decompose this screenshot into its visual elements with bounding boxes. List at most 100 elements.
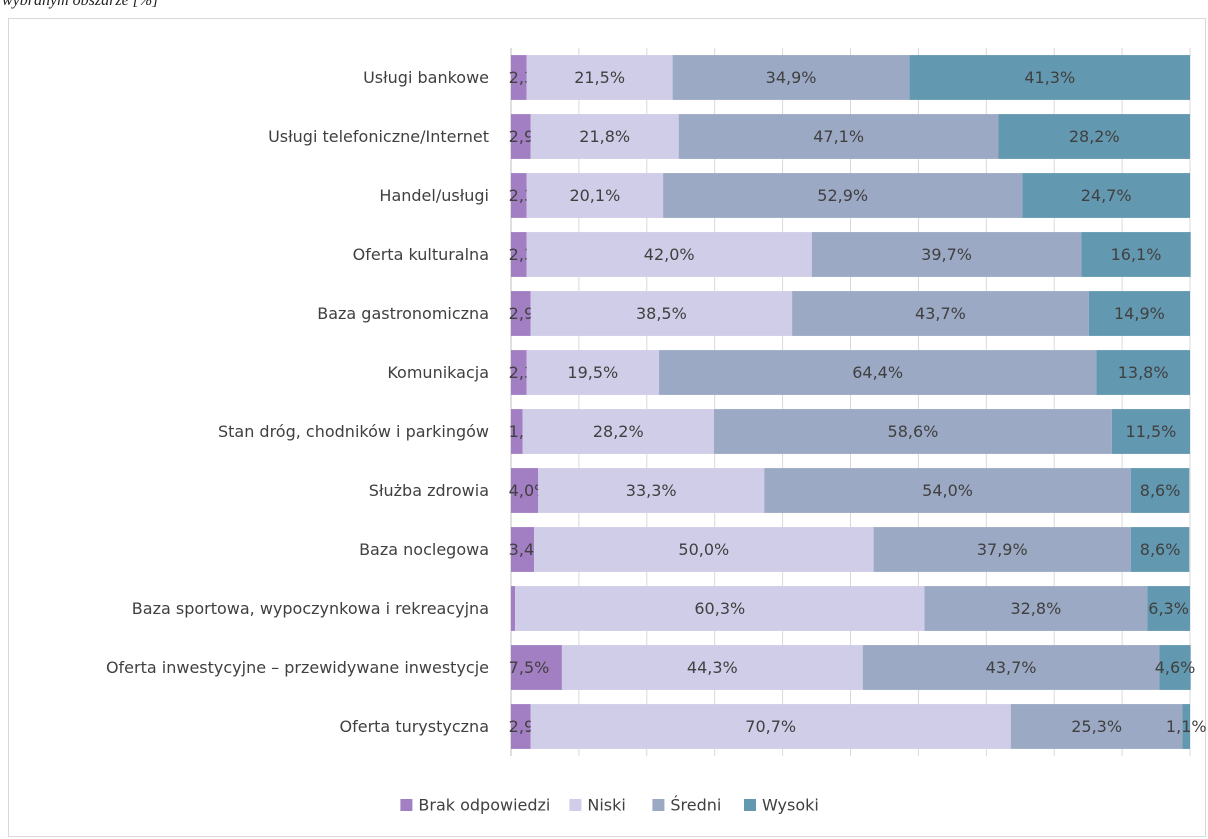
data-label: 60,3%	[694, 599, 745, 618]
bar-segment-1	[538, 468, 765, 513]
data-label: 21,8%	[579, 127, 630, 146]
data-label: 43,7%	[986, 658, 1037, 677]
bar-segment-3	[998, 114, 1190, 159]
bar-segment-1	[526, 232, 812, 277]
bar-segment-0	[511, 468, 539, 513]
bar-segment-3	[1096, 350, 1190, 395]
category-label: Usługi bankowe	[363, 68, 489, 87]
bar-segment-0	[511, 350, 527, 395]
data-label: 11,5%	[1126, 422, 1177, 441]
data-label: 39,7%	[921, 245, 972, 264]
bar-segment-3	[1081, 232, 1191, 277]
data-label: 33,3%	[626, 481, 677, 500]
data-label: 43,7%	[915, 304, 966, 323]
bar-segment-2	[792, 291, 1089, 336]
bar-segment-0	[511, 409, 523, 454]
data-label: 70,7%	[745, 717, 796, 736]
bar-segment-1	[526, 173, 664, 218]
bar-segment-3	[909, 55, 1190, 100]
legend-swatch-2	[652, 799, 665, 811]
data-label: 41,3%	[1024, 68, 1075, 87]
data-label: 34,9%	[766, 68, 817, 87]
bar-segment-3	[1182, 704, 1190, 749]
data-label: 7,5%	[509, 658, 550, 677]
chart-caption: wybranym obszarze [%]	[2, 0, 159, 9]
data-label: 28,2%	[1069, 127, 1120, 146]
category-label: Służba zdrowia	[369, 481, 489, 500]
bar-segment-1	[530, 291, 793, 336]
legend-swatch-3	[744, 799, 756, 811]
bar-segment-2	[873, 527, 1131, 572]
data-label: 25,3%	[1071, 717, 1122, 736]
bar-segment-0	[511, 704, 531, 749]
bar-segment-2	[862, 645, 1160, 690]
data-label: 24,7%	[1081, 186, 1132, 205]
bar-segment-2	[1010, 704, 1183, 749]
bar-segment-2	[663, 173, 1023, 218]
category-label: Handel/usługi	[379, 186, 489, 205]
data-label: 8,6%	[1140, 540, 1181, 559]
data-label: 50,0%	[678, 540, 729, 559]
bar-segment-1	[515, 586, 925, 631]
bar-segment-0	[511, 55, 527, 100]
bar-segment-3	[1159, 645, 1191, 690]
bar-segment-0	[511, 527, 535, 572]
legend-swatch-1	[569, 799, 582, 811]
data-label: 37,9%	[977, 540, 1028, 559]
category-label: Oferta kulturalna	[353, 245, 489, 264]
data-label: 4,6%	[1155, 658, 1196, 677]
category-label: Komunikacja	[387, 363, 489, 382]
data-label: 52,9%	[817, 186, 868, 205]
data-label: 32,8%	[1010, 599, 1061, 618]
data-label: 1,1%	[1166, 717, 1207, 736]
bar-segment-1	[526, 55, 673, 100]
category-label: Baza sportowa, wypoczynkowa i rekreacyjn…	[132, 599, 489, 618]
data-label: 54,0%	[922, 481, 973, 500]
bar-segment-2	[764, 468, 1131, 513]
bar-segment-3	[1111, 409, 1190, 454]
bar-segment-3	[1088, 291, 1190, 336]
bar-segment-2	[924, 586, 1148, 631]
bar-segment-1	[534, 527, 874, 572]
bar-segment-1	[530, 704, 1011, 749]
data-label: 44,3%	[687, 658, 738, 677]
legend-label-1: Niski	[587, 796, 625, 815]
bar-segment-3	[1022, 173, 1190, 218]
bar-segment-0	[511, 173, 527, 218]
bar-segment-1	[526, 350, 660, 395]
legend-label-2: Średni	[670, 796, 721, 815]
bar-segment-1	[561, 645, 863, 690]
category-label: Oferta turystyczna	[340, 717, 490, 736]
bar-segment-0	[511, 232, 527, 277]
data-label: 64,4%	[852, 363, 903, 382]
data-label: 20,1%	[569, 186, 620, 205]
bar-segment-2	[672, 55, 910, 100]
data-label: 42,0%	[644, 245, 695, 264]
category-label: Usługi telefoniczne/Internet	[268, 127, 489, 146]
data-label: 38,5%	[636, 304, 687, 323]
category-label: Baza gastronomiczna	[317, 304, 489, 323]
legend-label-3: Wysoki	[762, 796, 819, 815]
bar-segment-2	[714, 409, 1112, 454]
category-label: Stan dróg, chodników i parkingów	[218, 422, 489, 441]
data-label: 13,8%	[1118, 363, 1169, 382]
bar-segment-3	[1130, 527, 1190, 572]
data-label: 6,3%	[1148, 599, 1189, 618]
bar-segment-0	[511, 291, 531, 336]
data-label: 16,1%	[1111, 245, 1162, 264]
data-label: 8,6%	[1140, 481, 1181, 500]
data-label: 19,5%	[567, 363, 618, 382]
bar-segment-0	[511, 114, 531, 159]
category-label: Baza noclegowa	[359, 540, 489, 559]
bar-segment-1	[530, 114, 679, 159]
bar-segment-2	[811, 232, 1082, 277]
bar-segment-0	[511, 586, 516, 631]
bar-segment-3	[1130, 468, 1190, 513]
data-label: 21,5%	[574, 68, 625, 87]
data-label: 28,2%	[593, 422, 644, 441]
category-label: Oferta inwestycyjne – przewidywane inwes…	[106, 658, 489, 677]
data-label: 58,6%	[888, 422, 939, 441]
bar-segment-2	[678, 114, 999, 159]
bar-segment-3	[1147, 586, 1190, 631]
